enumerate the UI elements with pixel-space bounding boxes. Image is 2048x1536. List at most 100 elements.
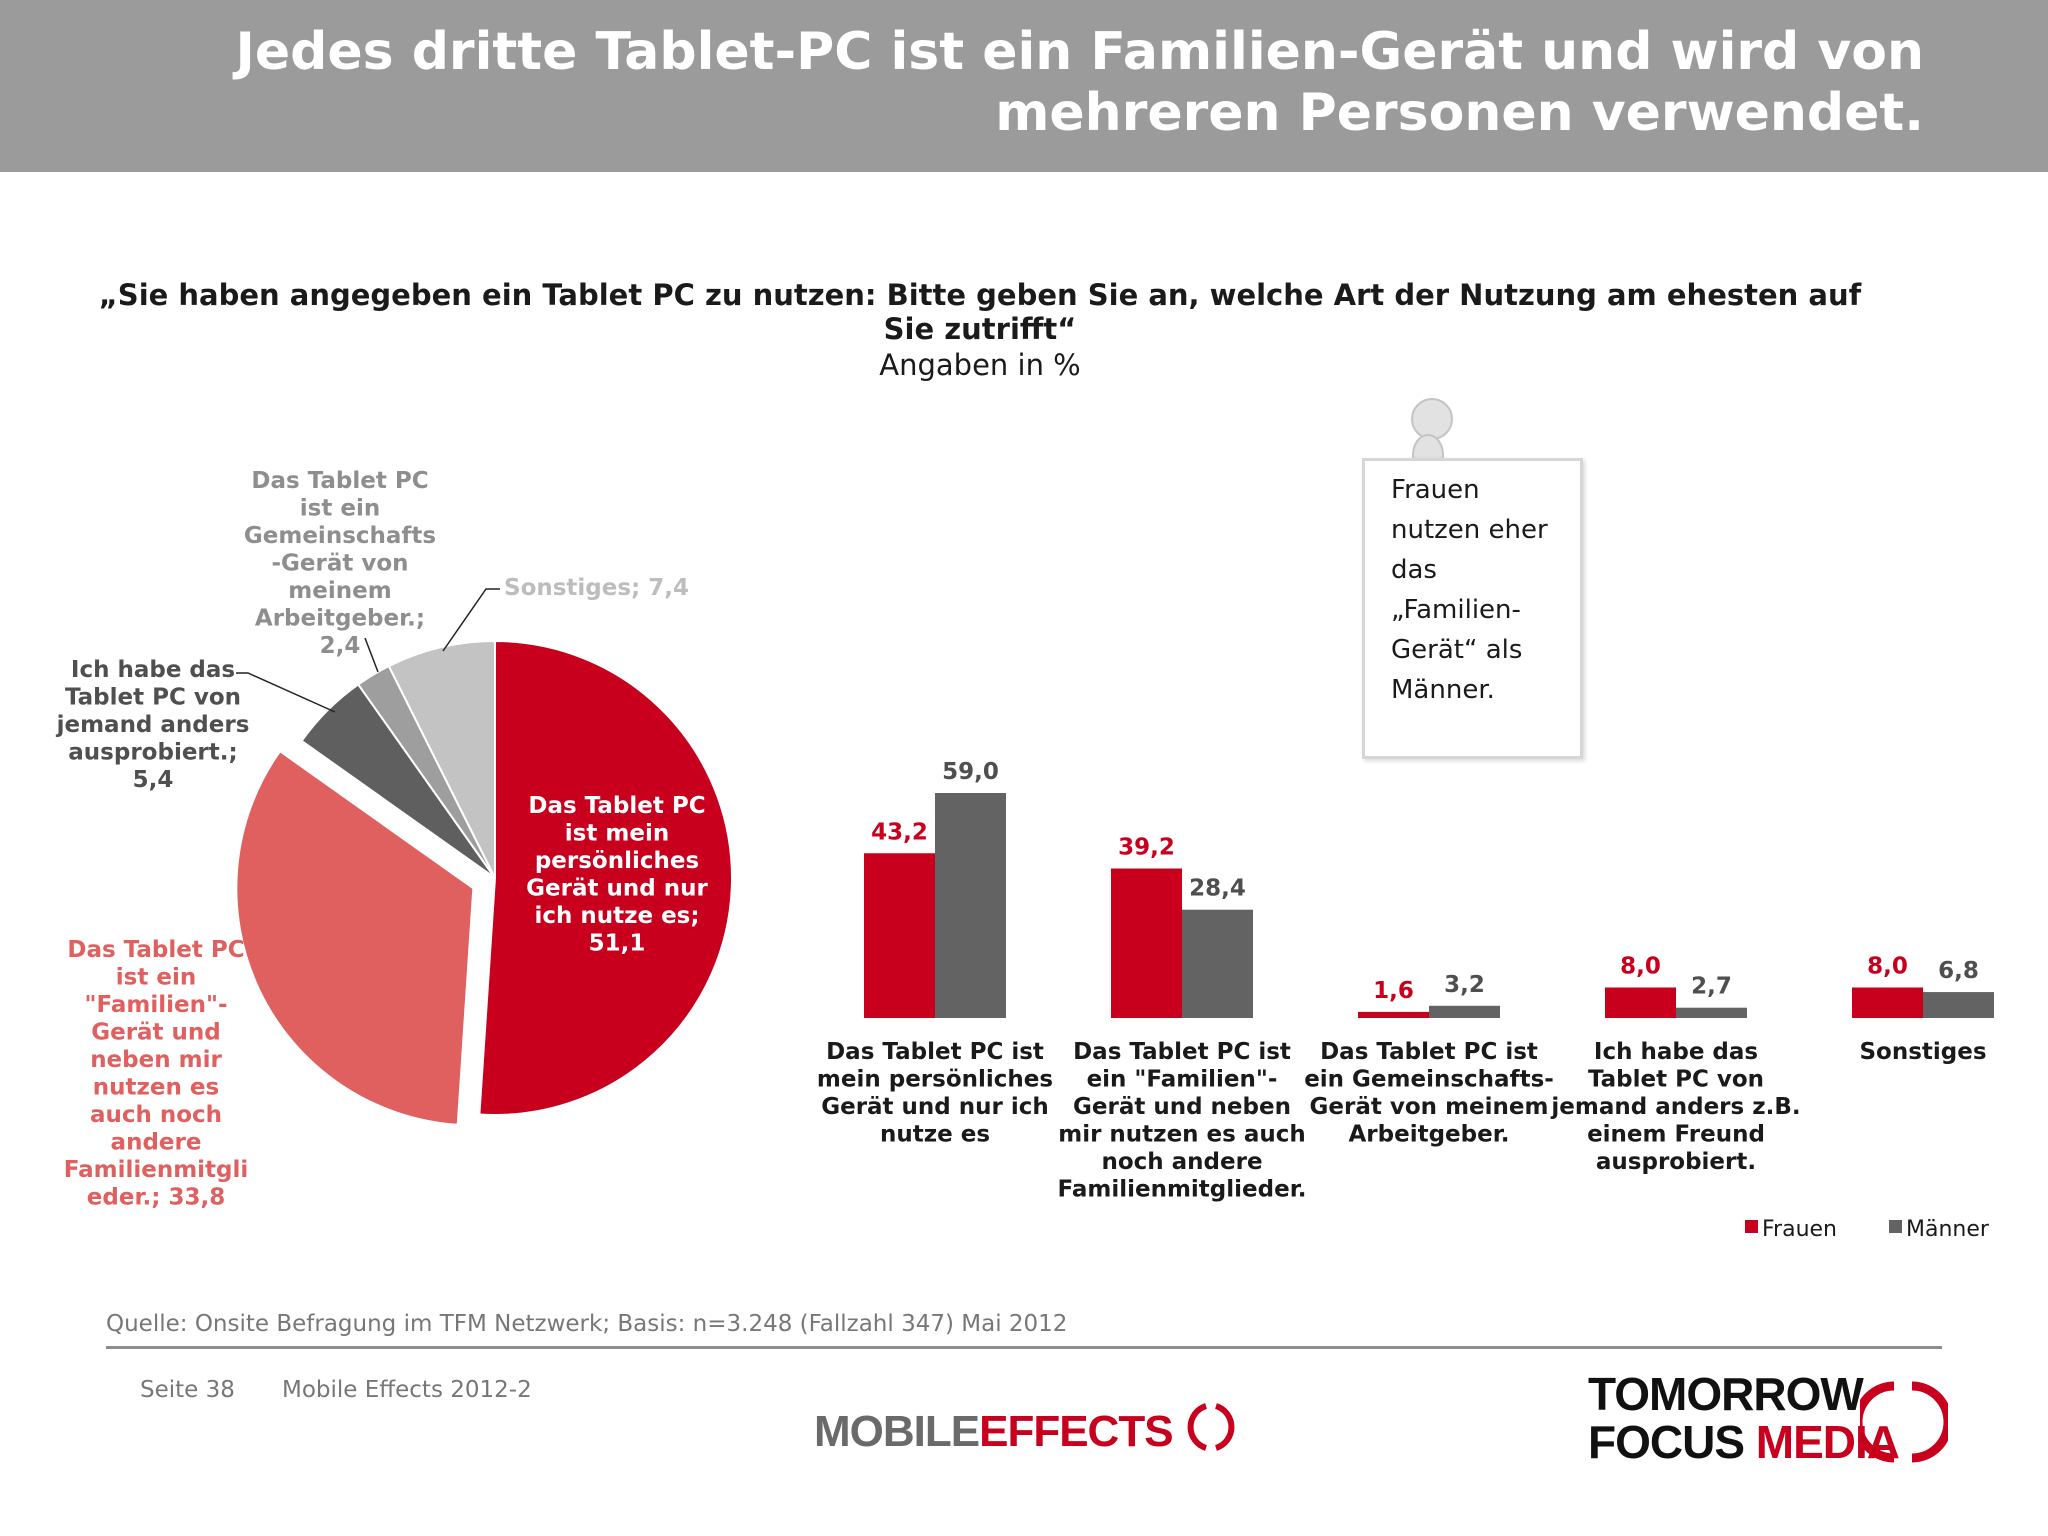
category-label-line: Das Tablet PC ist [1320,1039,1538,1065]
leader-line [236,672,336,713]
legend-label: Frauen [1762,1217,1837,1242]
note-box [1362,458,1583,759]
pie-label-line: auch noch [90,1102,222,1128]
category-label-line: ausprobiert. [1596,1149,1756,1175]
bar-value-label: 8,0 [1867,953,1908,979]
category-label-line: Gerät und nur ich [821,1094,1049,1120]
legend-label: Männer [1906,1217,1990,1242]
pie-label-line: jemand anders [56,712,250,738]
source-note: Quelle: Onsite Befragung im TFM Netzwerk… [106,1311,1068,1337]
pie-label-line: nutzen es [93,1075,219,1101]
pie-label: Ich habe das Tablet PC von jemand anders au… [56,657,250,793]
bar [1111,868,1182,1018]
unit-label: Angaben in % [879,348,1081,382]
pie-label-line: ich nutze es; [534,903,699,929]
category-label-line: Das Tablet PC ist [826,1039,1044,1065]
logo-effects-text: EFFECTS [979,1407,1173,1456]
pie-label: Das Tablet PC ist ein "Familien"-Gerät und… [64,937,249,1211]
logo-tfm-ring-icon [1860,1381,1948,1463]
category-label-line: Gerät und neben [1073,1094,1291,1120]
pie-label-line: 5,4 [133,767,174,793]
category-label-line: noch andere [1101,1149,1262,1175]
leader-line [364,637,379,673]
pie-label-line: 2,4 [320,633,361,659]
logo-ring-icon [1187,1403,1235,1451]
header-bar: Jedes dritte Tablet-PC ist ein Familien-… [0,0,2048,172]
category-label-line: jemand anders z.B. [1550,1094,1800,1120]
pie-label-line: ausprobiert.; [68,740,237,766]
bar [935,793,1006,1018]
category-label: Sonstiges [1859,1039,1986,1065]
bar [1358,1011,1429,1018]
legend-swatch [1745,1220,1758,1233]
note-line: „Familien- [1391,595,1521,625]
bar-value-label: 43,2 [871,819,928,845]
pie-label: Das Tablet PC ist mein persönliches Gerät u… [526,793,708,957]
logo-focus-text: FOCUS [1588,1416,1745,1468]
bar [1182,909,1253,1018]
mobile-effects-logo: MOBILEEFFECTS [814,1398,1240,1456]
note-line: Männer. [1391,675,1495,705]
pie-slice [387,639,496,879]
title-line-2: mehreren Personen verwendet. [995,83,1924,143]
title-line-1: Jedes dritte Tablet-PC ist ein Familien-… [235,22,1924,82]
pie-label-line: Gerät und [91,1020,221,1046]
pie-label-line: ist ein [116,965,196,991]
pie-label-line: persönliches [535,848,699,874]
category-label-line: mein persönliches [817,1067,1053,1093]
question-line-2: Sie zutrifft“ [883,312,1077,346]
bar-value-label: 59,0 [942,759,999,785]
pie-label-line: Familienmitgli [64,1157,249,1183]
category-label-line: Arbeitgeber. [1348,1122,1509,1148]
pie-label: Das Tablet PC ist ein Gemeinschafts -Gerät … [244,468,436,659]
pie-label-line: Das Tablet PC [67,937,244,963]
figure-top-icon-head [1411,398,1453,440]
pie-slice [478,639,733,1116]
pie-label-line: ist ein [300,496,380,522]
category-label: Das Tablet PC ist mein persönliches Gerät … [817,1039,1053,1148]
pie-label-line: Das Tablet PC [251,468,428,494]
study-name: Mobile Effects 2012-2 [282,1377,532,1403]
bar-value-label: 2,7 [1691,974,1732,1000]
category-label-line: Das Tablet PC ist [1073,1039,1291,1065]
bar-value-label: 28,4 [1189,876,1246,902]
category-label-line: Ich habe das [1594,1039,1758,1065]
pie-label: Sonstiges; 7,4 [504,575,689,601]
bar [1605,987,1676,1018]
pie-label-line: neben mir [90,1047,222,1073]
note-text: Frauen nutzen eher das „Familien- Gerät“ als… [1391,470,1571,710]
bar-value-label: 8,0 [1620,953,1661,979]
leader-line [442,588,500,652]
logo-tomorrow-text: TOMORROW [1588,1368,1864,1420]
category-label-line: Gerät von meinem [1310,1094,1549,1120]
category-label-line: Familienmitglieder. [1057,1177,1306,1203]
bar [1429,1005,1500,1018]
note-line: das [1391,555,1437,585]
bar [1923,992,1994,1018]
category-label-line: Sonstiges [1859,1039,1986,1065]
pie-label-line: "Familien"- [85,992,228,1018]
category-label: Ich habe das Tablet PC von jemand anders z… [1550,1039,1800,1175]
category-label-line: ein Gemeinschafts- [1304,1067,1554,1093]
bar [1852,987,1923,1018]
pie-label-line: meinem [288,578,391,604]
pie-slice [235,749,475,1126]
charts-canvas: Das Tablet PC ist mein persönliches Gerät u… [56,398,1994,1242]
bar-value-label: 1,6 [1373,978,1414,1004]
bar [1676,1007,1747,1018]
pie-label-line: Sonstiges; 7,4 [504,575,689,601]
pie-label-line: Gerät und nur [526,876,708,902]
bar [864,853,935,1018]
category-label: Das Tablet PC ist ein "Familien"-Gerät un… [1057,1039,1306,1203]
pie-label-line: Tablet PC von [65,685,241,711]
pie-label-line: Gemeinschafts [244,523,436,549]
category-label-line: einem Freund [1587,1122,1765,1148]
note-line: nutzen eher [1391,515,1548,545]
bar-value-label: 39,2 [1118,835,1175,861]
category-label: Das Tablet PC ist ein Gemeinschafts-Gerät… [1304,1039,1554,1148]
category-label-line: nutze es [880,1122,990,1148]
note-line: Gerät“ als [1391,635,1523,665]
pie-label-line: 51,1 [589,931,646,957]
pie-label-line: Das Tablet PC [528,793,705,819]
note-line: Frauen [1391,475,1480,505]
